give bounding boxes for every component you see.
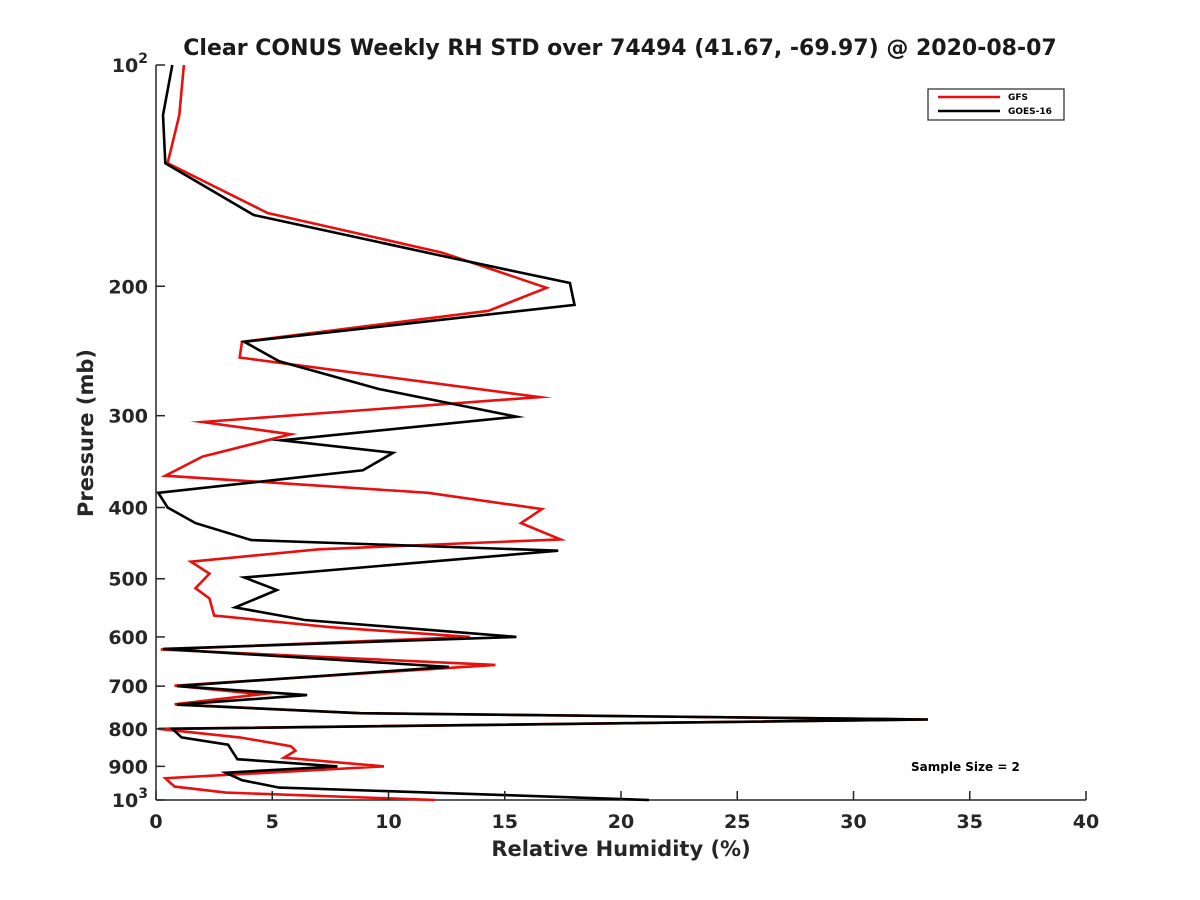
x-tick-label: 30 xyxy=(840,811,866,833)
legend-label-gfs: GFS xyxy=(1008,93,1028,103)
series-line-goes16 xyxy=(156,64,928,802)
y-axis-label: Pressure (mb) xyxy=(74,349,98,517)
y-tick-label: 500 xyxy=(108,569,148,591)
x-tick-label: 0 xyxy=(149,811,162,833)
x-tick-label: 10 xyxy=(375,811,401,833)
x-ticks: 0 5 10 15 20 25 30 35 40 xyxy=(149,791,1099,833)
series-line-gfs xyxy=(158,64,928,802)
plot-area: 0 5 10 15 20 25 30 35 40 102 200 300 400 500 600 700 80… xyxy=(108,51,1099,833)
series-layer xyxy=(156,64,928,802)
y-tick-label: 300 xyxy=(108,406,148,428)
x-axis-label: Relative Humidity (%) xyxy=(491,837,750,861)
legend: GFS GOES-16 xyxy=(927,88,1065,121)
x-tick-label: 5 xyxy=(266,811,279,833)
y-ticks: 102 200 300 400 500 600 700 800 900 103 xyxy=(108,51,165,812)
y-tick-label: 400 xyxy=(108,498,148,520)
x-tick-label: 40 xyxy=(1073,811,1099,833)
legend-box xyxy=(927,88,1065,121)
y-tick-label: 200 xyxy=(108,276,148,298)
x-tick-label: 15 xyxy=(492,811,518,833)
chart-title: Clear CONUS Weekly RH STD over 74494 (41… xyxy=(183,36,1056,61)
y-tick-label: 900 xyxy=(108,756,148,778)
x-tick-label: 35 xyxy=(957,811,983,833)
y-tick-label: 103 xyxy=(112,786,148,812)
legend-label-goes16: GOES-16 xyxy=(1008,107,1052,117)
y-tick-label: 600 xyxy=(108,627,148,649)
y-tick-label: 800 xyxy=(108,719,148,741)
y-tick-label: 102 xyxy=(112,51,148,77)
x-tick-label: 25 xyxy=(724,811,750,833)
x-tick-label: 20 xyxy=(608,811,634,833)
sample-size-annotation: Sample Size = 2 xyxy=(911,760,1020,774)
y-tick-label: 700 xyxy=(108,676,148,698)
